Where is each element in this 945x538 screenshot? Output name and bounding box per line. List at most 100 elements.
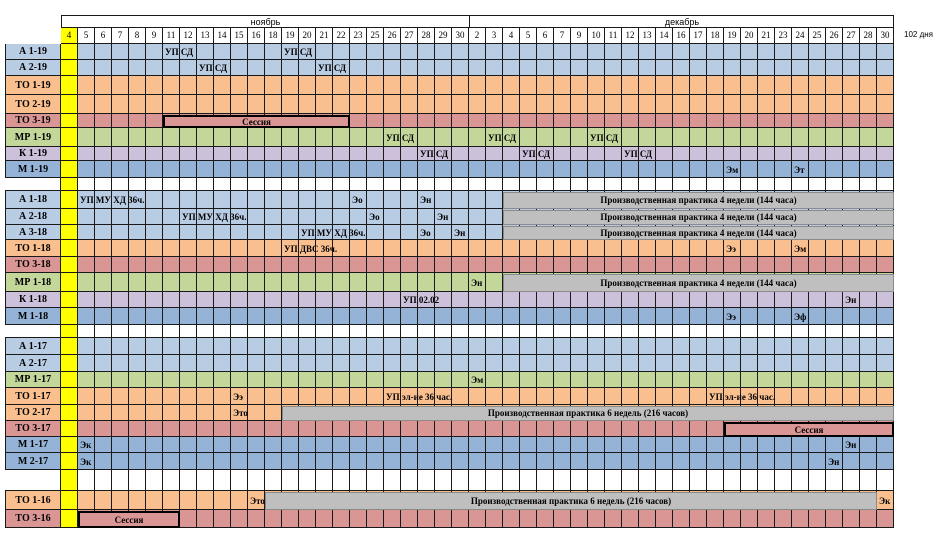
day-cell bbox=[299, 257, 316, 273]
day-cell bbox=[809, 60, 826, 76]
day-cell bbox=[418, 453, 435, 470]
day-cell bbox=[656, 325, 673, 338]
day-cell bbox=[877, 76, 894, 95]
day-cell bbox=[775, 178, 792, 191]
day-cell bbox=[809, 437, 826, 453]
day-cell bbox=[401, 147, 418, 161]
day-cell bbox=[469, 510, 486, 528]
day-cell bbox=[231, 421, 248, 437]
day-cell bbox=[180, 453, 197, 470]
day-number: 22 bbox=[333, 28, 350, 44]
day-cell bbox=[333, 161, 350, 178]
day-cell bbox=[248, 95, 265, 114]
day-cell bbox=[554, 453, 571, 470]
day-cell bbox=[78, 437, 95, 453]
day-cell bbox=[78, 240, 95, 257]
day-cell bbox=[588, 308, 605, 325]
day-cell bbox=[435, 372, 452, 388]
day-cell bbox=[350, 325, 367, 338]
day-cell bbox=[809, 178, 826, 191]
day-cell bbox=[95, 470, 112, 491]
day-cell bbox=[401, 44, 418, 60]
day-cell bbox=[537, 240, 554, 257]
day-cell bbox=[435, 60, 452, 76]
day-cell bbox=[78, 44, 95, 60]
day-cell bbox=[792, 453, 809, 470]
day-cell bbox=[520, 470, 537, 491]
day-cell bbox=[299, 338, 316, 355]
day-cell bbox=[588, 355, 605, 372]
day-cell bbox=[469, 191, 486, 209]
day-cell bbox=[656, 453, 673, 470]
day-cell bbox=[520, 95, 537, 114]
day-cell bbox=[282, 147, 299, 161]
day-cell bbox=[673, 128, 690, 147]
day-cell bbox=[775, 308, 792, 325]
day-cell bbox=[350, 114, 367, 128]
day-cell bbox=[486, 44, 503, 60]
day-cell bbox=[554, 308, 571, 325]
day-cell bbox=[877, 372, 894, 388]
cell-annotation: Эн bbox=[845, 440, 857, 450]
day-cell bbox=[333, 44, 350, 60]
day-number: 7 bbox=[554, 28, 571, 44]
day-cell bbox=[809, 308, 826, 325]
day-cell bbox=[758, 240, 775, 257]
day-cell bbox=[656, 76, 673, 95]
day-number: 5 bbox=[520, 28, 537, 44]
day-cell bbox=[367, 510, 384, 528]
day-cell bbox=[877, 437, 894, 453]
day-cell bbox=[503, 388, 520, 405]
day-cell bbox=[707, 338, 724, 355]
day-cell bbox=[537, 453, 554, 470]
group-label: А 1-18 bbox=[5, 191, 61, 209]
day-cell bbox=[707, 453, 724, 470]
day-cell bbox=[673, 60, 690, 76]
day-cell bbox=[265, 437, 282, 453]
day-cell bbox=[537, 338, 554, 355]
day-cell bbox=[673, 325, 690, 338]
day-cell bbox=[860, 178, 877, 191]
day-cell bbox=[214, 453, 231, 470]
cell-annotation: Эн bbox=[454, 227, 466, 238]
day-cell bbox=[316, 257, 333, 273]
day-cell bbox=[469, 273, 486, 292]
day-cell bbox=[724, 44, 741, 60]
day-cell bbox=[843, 510, 860, 528]
day-cell bbox=[554, 257, 571, 273]
day-cell bbox=[146, 76, 163, 95]
day-cell bbox=[809, 355, 826, 372]
day-cell bbox=[435, 338, 452, 355]
day-cell bbox=[758, 292, 775, 308]
day-cell bbox=[690, 388, 707, 405]
day-cell bbox=[316, 209, 333, 225]
day-cell bbox=[214, 273, 231, 292]
day-cell bbox=[146, 44, 163, 60]
day-cell bbox=[707, 178, 724, 191]
day-cell bbox=[248, 421, 265, 437]
day-cell bbox=[673, 372, 690, 388]
day-cell bbox=[622, 437, 639, 453]
day-cell bbox=[707, 292, 724, 308]
day-cell bbox=[282, 257, 299, 273]
day-cell bbox=[588, 372, 605, 388]
day-cell bbox=[248, 372, 265, 388]
day-cell bbox=[316, 338, 333, 355]
day-cell bbox=[690, 470, 707, 491]
day-cell bbox=[775, 388, 792, 405]
day-cell bbox=[231, 292, 248, 308]
day-cell bbox=[690, 147, 707, 161]
day-cell bbox=[792, 147, 809, 161]
group-label: ТО 1-17 bbox=[5, 388, 61, 405]
day-cell bbox=[690, 114, 707, 128]
day-cell bbox=[877, 308, 894, 325]
day-cell bbox=[571, 292, 588, 308]
group-label: А 2-18 bbox=[5, 209, 61, 225]
day-cell bbox=[129, 128, 146, 147]
day-cell bbox=[163, 240, 180, 257]
day-cell bbox=[367, 60, 384, 76]
day-cell bbox=[826, 257, 843, 273]
day-cell bbox=[452, 257, 469, 273]
day-cell bbox=[571, 388, 588, 405]
day-cell bbox=[707, 161, 724, 178]
